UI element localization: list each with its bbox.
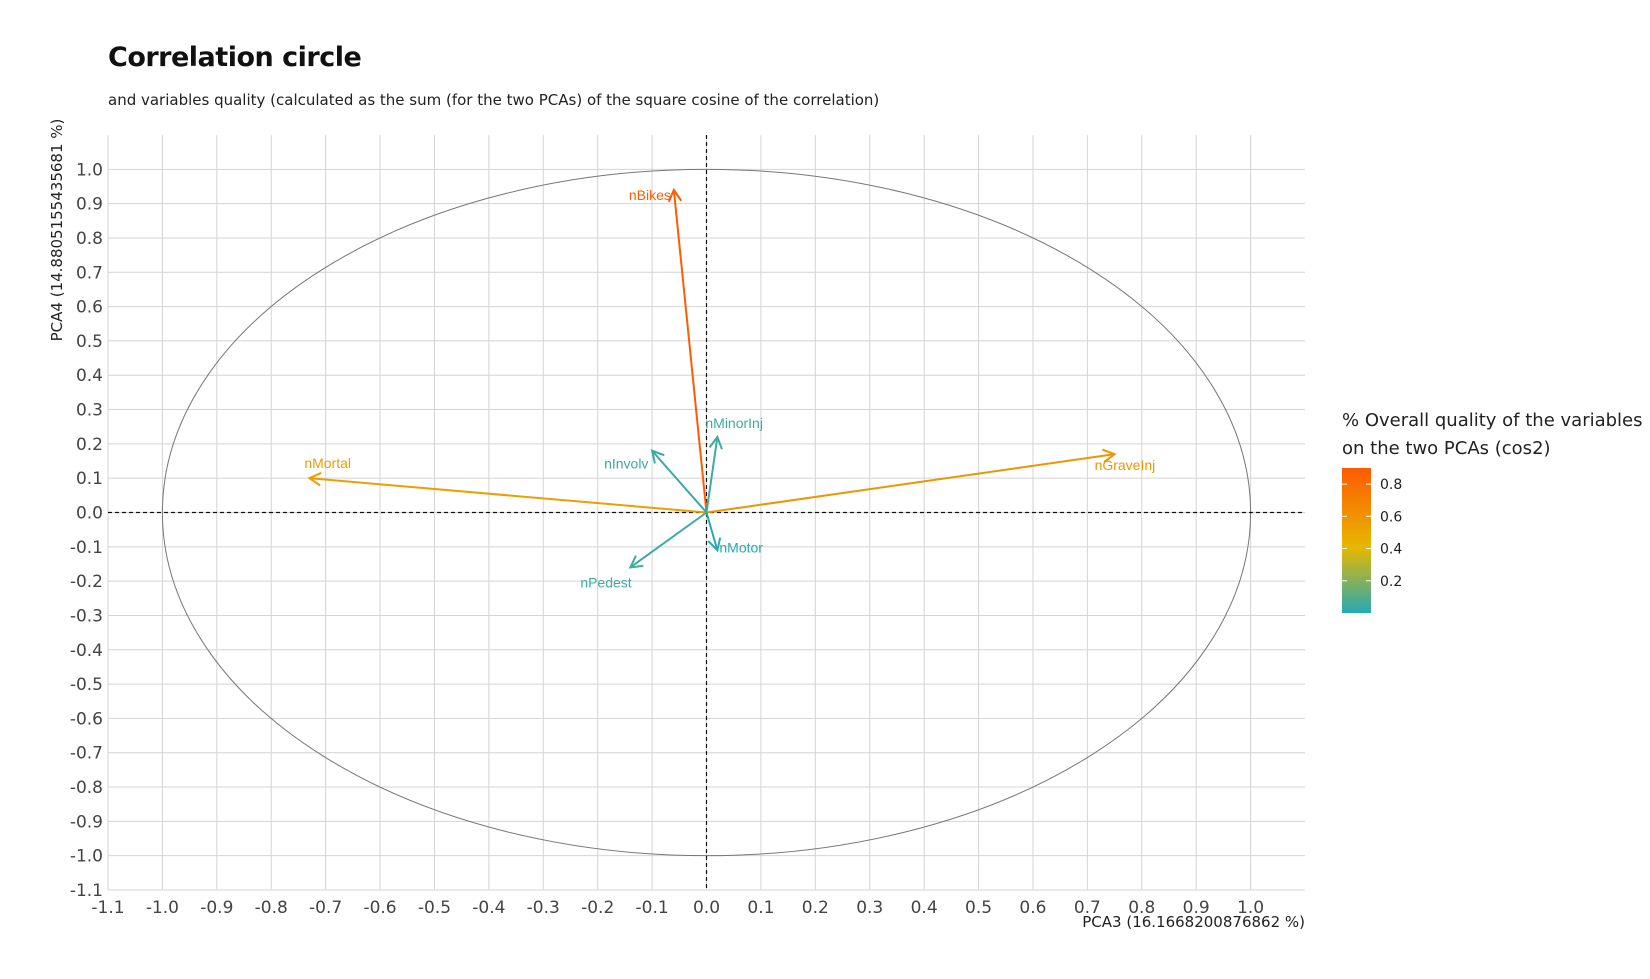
arrow-shaft [706, 453, 1115, 514]
x-tick-label: -1.0 [146, 898, 179, 918]
y-tick-label: -0.3 [70, 606, 103, 626]
x-tick-label: -0.6 [363, 898, 396, 918]
legend-tick-label: 0.2 [1380, 574, 1402, 590]
y-tick-label: -0.9 [70, 812, 103, 832]
x-tick-label: -0.8 [255, 898, 288, 918]
arrow-shaft [309, 477, 707, 514]
x-tick-label: -0.3 [527, 898, 560, 918]
y-tick-label: -0.1 [70, 538, 103, 558]
x-tick-label: 0.5 [965, 898, 992, 918]
y-tick-label: 0.9 [76, 195, 103, 215]
x-tick-label: 0.6 [1019, 898, 1046, 918]
arrow-head [708, 434, 723, 450]
arrow-nBikes [667, 187, 708, 513]
x-tick-label: -0.1 [636, 898, 669, 918]
x-tick-label: -0.9 [200, 898, 233, 918]
y-axis-ticks: 1.0 0.9 0.8 0.7 0.6 0.5 0.4 0.3 0.2 0.1 0.0 -0.1 -0.… [70, 160, 103, 901]
legend-title-line2: on the two PCAs (cos2) [1342, 438, 1551, 459]
y-tick-label: 0.7 [76, 263, 103, 283]
label-nMortal: nMortal [304, 455, 351, 471]
label-nGraveInj: nGraveInj [1095, 457, 1156, 473]
y-tick-label: -0.6 [70, 709, 103, 729]
y-tick-label: 0.1 [76, 469, 103, 489]
arrow-nGraveInj [706, 448, 1117, 514]
y-tick-label: -0.7 [70, 744, 103, 764]
arrow-shaft [651, 450, 708, 514]
x-tick-label: 0.4 [911, 898, 938, 918]
legend-tick-label: 0.4 [1380, 542, 1402, 558]
arrow-head [650, 449, 665, 464]
label-nBikes: nBikes [629, 187, 671, 203]
chart-subtitle: and variables quality (calculated as the… [108, 91, 880, 109]
arrow-head [628, 555, 644, 569]
x-axis-title: PCA3 (16.1668200876862 %) [1082, 913, 1305, 931]
x-tick-label: 0.7 [1074, 898, 1101, 918]
x-tick-label: 0.2 [802, 898, 829, 918]
legend-colorbar [1342, 468, 1371, 613]
x-tick-label: 1.0 [1237, 898, 1264, 918]
x-tick-label: -0.7 [309, 898, 342, 918]
chart-title: Correlation circle [108, 42, 362, 73]
y-tick-label: 0.5 [76, 332, 103, 352]
arrow-head [667, 187, 683, 203]
y-tick-label: -0.2 [70, 572, 103, 592]
y-tick-label: -0.4 [70, 641, 103, 661]
y-tick-label: 0.0 [76, 504, 103, 524]
legend-tick-label: 0.8 [1380, 477, 1402, 493]
arrow-shaft [629, 511, 708, 569]
arrow-nMortal [307, 472, 707, 514]
label-nInvolv: nInvolv [604, 456, 648, 472]
arrow-shaft [672, 189, 708, 513]
y-tick-label: 1.0 [76, 160, 103, 180]
y-tick-label: 0.2 [76, 435, 103, 455]
arrow-shaft [705, 512, 719, 551]
y-axis-title: PCA4 (14.8805155435681 %) [48, 119, 66, 342]
arrow-head [307, 472, 322, 487]
arrow-nMotor [705, 512, 722, 553]
y-tick-label: -0.5 [70, 675, 103, 695]
legend: % Overall quality of the variables on th… [1342, 410, 1643, 613]
y-tick-label: 0.4 [76, 366, 103, 386]
x-tick-label: 0.9 [1183, 898, 1210, 918]
legend-ticks: 0.8 0.6 0.4 0.2 [1342, 477, 1402, 590]
y-tick-label: -0.8 [70, 778, 103, 798]
x-tick-label: 0.0 [693, 898, 720, 918]
label-nMinorInj: nMinorInj [705, 415, 763, 431]
x-tick-label: -0.2 [581, 898, 614, 918]
x-tick-label: -0.4 [472, 898, 505, 918]
x-tick-label: 0.3 [856, 898, 883, 918]
arrow-nInvolv [650, 449, 708, 514]
legend-tick-label: 0.6 [1380, 509, 1402, 525]
x-axis-ticks: -1.1 -1.0 -0.9 -0.8 -0.7 -0.6 -0.5 -0.4 -0.3 -0.2… [91, 898, 1264, 918]
variable-arrows [307, 187, 1117, 569]
label-nMotor: nMotor [719, 539, 763, 555]
label-nPedest: nPedest [580, 574, 631, 590]
arrow-nMinorInj [705, 434, 723, 513]
x-tick-label: 0.8 [1128, 898, 1155, 918]
arrow-head [707, 537, 722, 553]
y-tick-label: -1.0 [70, 847, 103, 867]
arrow-nPedest [628, 511, 708, 569]
y-tick-label: 0.8 [76, 229, 103, 249]
x-tick-label: -1.1 [91, 898, 124, 918]
arrow-head [1102, 448, 1117, 463]
y-tick-label: 0.6 [76, 298, 103, 318]
y-tick-label: -1.1 [70, 881, 103, 901]
x-tick-label: 0.1 [747, 898, 774, 918]
y-tick-label: 0.3 [76, 401, 103, 421]
variable-labels: nBikes nMortal nGraveInj nMinorInj nInvolv nM… [304, 187, 1155, 591]
x-tick-label: -0.5 [418, 898, 451, 918]
arrow-shaft [705, 436, 719, 513]
legend-title-line1: % Overall quality of the variables [1342, 410, 1643, 431]
